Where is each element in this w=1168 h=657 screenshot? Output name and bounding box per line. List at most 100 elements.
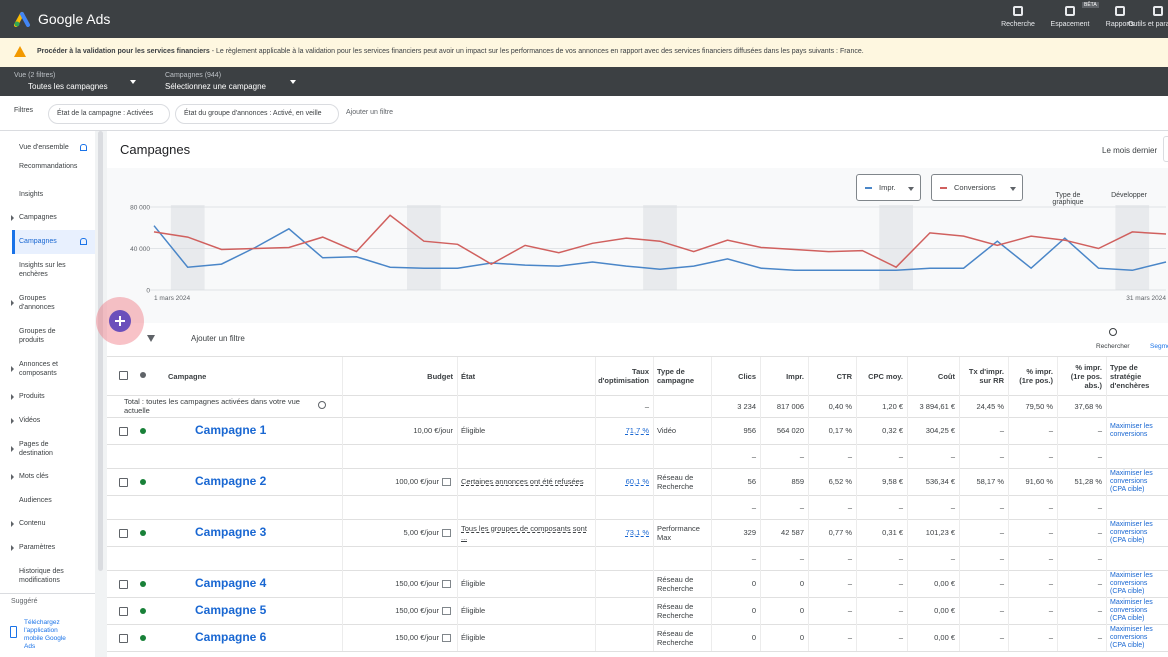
campaign-name[interactable]: Campagne 2 bbox=[162, 471, 302, 492]
nav-item[interactable]: Produits bbox=[19, 393, 45, 400]
search-label[interactable]: Rechercher bbox=[1096, 343, 1130, 350]
cell[interactable]: Maximiser les conversions bbox=[1110, 422, 1153, 438]
column-header[interactable]: Clics bbox=[738, 371, 756, 381]
nav-item[interactable]: Groupes d'annonces bbox=[19, 295, 55, 311]
campaign-name[interactable]: Campagne 1 bbox=[162, 420, 302, 441]
column-header[interactable]: CPC moy. bbox=[868, 371, 903, 381]
nav-item[interactable]: Vidéos bbox=[19, 417, 41, 424]
cell: 0 bbox=[751, 633, 756, 642]
cell[interactable]: Maximiser les conversions (CPA cible) bbox=[1110, 598, 1153, 622]
app-link[interactable]: Téléchargez l'application mobile Google … bbox=[24, 619, 66, 650]
status-dot bbox=[140, 427, 146, 434]
campaign-value[interactable]: Sélectionnez une campagne bbox=[165, 82, 266, 91]
column-header[interactable]: Impr. bbox=[786, 371, 804, 381]
cell: 0,00 € bbox=[934, 606, 955, 615]
nav-item[interactable]: Contenu bbox=[19, 520, 46, 527]
column-header[interactable]: CTR bbox=[836, 371, 852, 381]
cell[interactable]: 60,1 % bbox=[625, 477, 649, 486]
nav-item[interactable]: Insights bbox=[19, 191, 44, 198]
column-header[interactable]: Tx d'impr. sur RR bbox=[968, 367, 1004, 385]
metric-selector[interactable]: Impr. bbox=[856, 174, 921, 201]
metric-selector[interactable]: Conversions bbox=[931, 174, 1023, 201]
nav-item[interactable]: Groupes de produits bbox=[19, 328, 56, 344]
view-value[interactable]: Toutes les campagnes bbox=[28, 82, 108, 91]
tool-label[interactable]: Espacement bbox=[1050, 21, 1090, 28]
top-bar: Google Ads Recherche Espacement Rapports Out… bbox=[0, 0, 1168, 38]
date-range[interactable]: Le mois dernier bbox=[1102, 146, 1158, 155]
nav-item[interactable]: Audiences bbox=[19, 497, 52, 504]
column-header[interactable]: Taux d'optimisation bbox=[598, 367, 650, 385]
nav-item[interactable]: Campagnes bbox=[19, 238, 57, 245]
col-divider bbox=[457, 357, 458, 395]
chart-tool[interactable]: Développer bbox=[1111, 192, 1147, 199]
nav-item[interactable]: Vue d'ensemble bbox=[19, 144, 69, 151]
col-divider bbox=[1057, 417, 1058, 444]
add-filter[interactable]: Ajouter un filtre bbox=[346, 109, 394, 116]
nav-item[interactable]: Historique des modifications bbox=[19, 568, 64, 584]
table-add-filter[interactable]: Ajouter un filtre bbox=[191, 334, 245, 343]
campaign-name[interactable]: Campagne 5 bbox=[162, 600, 302, 621]
row-divider bbox=[107, 546, 1168, 547]
column-header[interactable]: % impr. (1re pos. abs.) bbox=[1070, 362, 1102, 390]
cell: – bbox=[898, 633, 903, 642]
add-button[interactable] bbox=[109, 310, 131, 332]
chevron bbox=[11, 521, 14, 527]
tool-label[interactable]: Outils et paramètres bbox=[1128, 21, 1168, 28]
nav-item[interactable]: Annonces et composants bbox=[19, 361, 58, 377]
chevron bbox=[11, 545, 14, 551]
chevron bbox=[11, 394, 14, 400]
col-divider bbox=[653, 546, 654, 570]
column-header[interactable]: État bbox=[461, 371, 476, 381]
column-header[interactable]: Coût bbox=[937, 371, 955, 381]
column-header[interactable]: Budget bbox=[427, 371, 453, 381]
sub-cell: – bbox=[799, 451, 804, 461]
cell[interactable]: Maximiser les conversions (CPA cible) bbox=[1110, 469, 1153, 493]
col-divider bbox=[760, 495, 761, 519]
column-header[interactable]: Type de campagne bbox=[657, 367, 695, 385]
col-divider bbox=[959, 417, 960, 444]
campaign-name[interactable]: Campagne 3 bbox=[162, 522, 302, 543]
nav-item[interactable]: Pages de destination bbox=[19, 441, 53, 457]
cell: – bbox=[1097, 606, 1102, 615]
col-divider bbox=[1057, 624, 1058, 651]
col-divider bbox=[457, 597, 458, 624]
campaign-name[interactable]: Campagne 6 bbox=[162, 627, 302, 648]
column-header[interactable]: Type de stratégie d'enchères bbox=[1110, 362, 1150, 390]
cell[interactable]: 71,7 % bbox=[625, 426, 649, 435]
campaign-name[interactable]: Campagne 4 bbox=[162, 573, 302, 594]
cell: Éligible bbox=[461, 633, 486, 642]
chevron bbox=[11, 418, 14, 424]
tool-icon bbox=[1115, 6, 1125, 16]
nav-item[interactable]: Mots clés bbox=[19, 473, 49, 480]
tool-label[interactable]: Rapports bbox=[1105, 21, 1135, 28]
nav-item[interactable]: Insights sur les enchères bbox=[19, 262, 66, 278]
filter-chip[interactable]: État de la campagne : Activées bbox=[48, 104, 170, 124]
column-header[interactable]: % impr. (1re pos.) bbox=[1019, 367, 1053, 385]
sub-cell: – bbox=[1097, 502, 1102, 512]
cell[interactable]: 73,1 % bbox=[625, 528, 649, 537]
col-divider bbox=[1106, 444, 1107, 468]
chart-tool[interactable]: Type de graphique bbox=[1052, 192, 1084, 206]
sub-cell: – bbox=[1097, 553, 1102, 563]
sub-cell: – bbox=[1048, 451, 1053, 461]
col-divider bbox=[711, 624, 712, 651]
cell: Éligible bbox=[461, 606, 486, 615]
nav-item[interactable]: Campagnes bbox=[19, 214, 57, 221]
col-divider bbox=[856, 468, 857, 495]
tool-label[interactable]: Recherche bbox=[1001, 21, 1035, 28]
cell[interactable]: Maximiser les conversions (CPA cible) bbox=[1110, 520, 1153, 544]
cell: 0,17 % bbox=[828, 426, 852, 435]
total-cell: 3 234 bbox=[737, 401, 756, 411]
segment-label[interactable]: Segmenter bbox=[1150, 343, 1168, 350]
cell: 101,23 € bbox=[925, 528, 955, 537]
nav-item[interactable]: Paramètres bbox=[19, 544, 56, 551]
cell[interactable]: Maximiser les conversions (CPA cible) bbox=[1110, 571, 1153, 595]
cell: 0,00 € bbox=[934, 579, 955, 588]
chevron bbox=[11, 474, 14, 480]
cell: 42 587 bbox=[781, 528, 804, 537]
nav-item[interactable]: Recommandations bbox=[19, 163, 78, 170]
row-divider bbox=[107, 495, 1168, 496]
column-header[interactable]: Campagne bbox=[168, 371, 207, 381]
cell[interactable]: Maximiser les conversions (CPA cible) bbox=[1110, 625, 1153, 649]
filter-chip[interactable]: État du groupe d'annonces : Activé, en v… bbox=[175, 104, 339, 124]
